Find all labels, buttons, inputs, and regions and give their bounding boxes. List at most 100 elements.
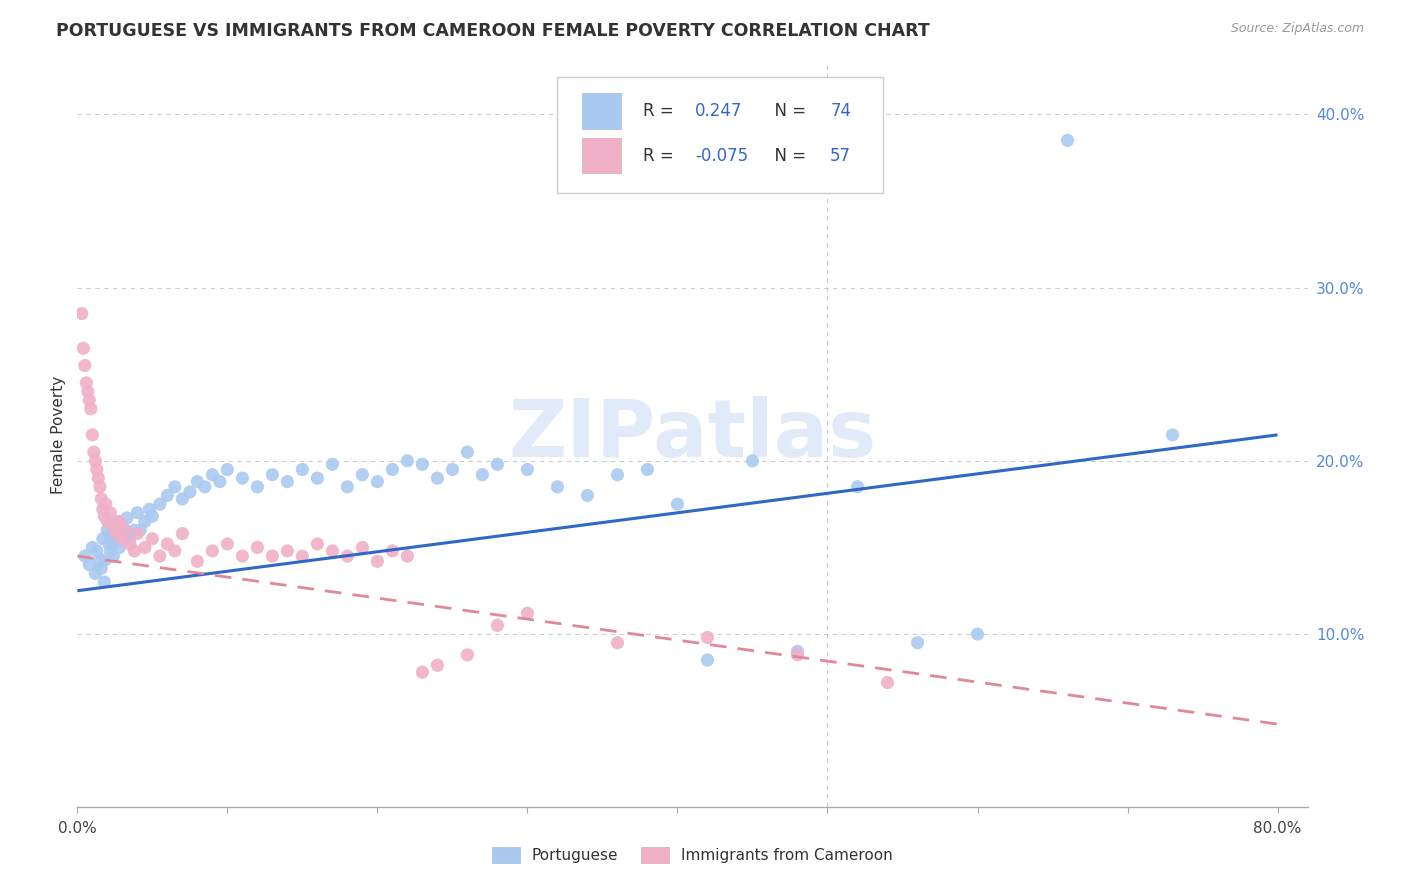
Bar <box>582 93 621 128</box>
Point <box>111 532 134 546</box>
Point <box>114 523 136 537</box>
Point <box>231 549 253 563</box>
Text: R =: R = <box>644 146 679 164</box>
Point <box>86 544 108 558</box>
Text: 74: 74 <box>831 102 851 120</box>
Point <box>98 532 121 546</box>
Text: Source: ZipAtlas.com: Source: ZipAtlas.com <box>1230 22 1364 36</box>
Point <box>107 515 129 529</box>
Point <box>84 566 107 581</box>
Point <box>291 549 314 563</box>
Bar <box>582 137 621 173</box>
Point <box>83 445 105 459</box>
Point <box>76 384 98 399</box>
Point <box>366 475 388 489</box>
Point <box>156 488 179 502</box>
Point <box>115 511 138 525</box>
Point <box>276 475 298 489</box>
Text: N =: N = <box>763 102 811 120</box>
Text: ZIPatlas: ZIPatlas <box>509 396 876 474</box>
Point <box>201 467 224 482</box>
Point <box>97 537 120 551</box>
Point <box>471 467 494 482</box>
Point <box>98 544 121 558</box>
Point <box>156 537 179 551</box>
Point <box>741 454 763 468</box>
Point <box>79 393 101 408</box>
Point <box>606 467 628 482</box>
Point <box>246 480 269 494</box>
Point <box>91 532 114 546</box>
Point <box>127 526 149 541</box>
Point <box>163 544 186 558</box>
Point <box>426 658 449 673</box>
Point <box>516 607 538 621</box>
Point <box>73 359 96 373</box>
Point <box>124 523 146 537</box>
Point <box>291 462 314 476</box>
Point <box>141 509 163 524</box>
Point <box>163 480 186 494</box>
Point <box>546 480 568 494</box>
Point <box>846 480 869 494</box>
Point <box>246 541 269 555</box>
Point <box>141 532 163 546</box>
Text: R =: R = <box>644 102 679 120</box>
Point <box>262 549 284 563</box>
Point <box>636 462 658 476</box>
Point <box>80 401 103 416</box>
Point <box>186 554 208 568</box>
Point <box>89 480 111 494</box>
Point <box>352 467 374 482</box>
Point <box>231 471 253 485</box>
Point <box>96 523 118 537</box>
Point <box>666 497 689 511</box>
Point <box>93 509 115 524</box>
Text: 0.247: 0.247 <box>695 102 742 120</box>
Point <box>94 497 117 511</box>
Point <box>172 526 194 541</box>
Point <box>576 488 599 502</box>
Point <box>82 428 104 442</box>
Point <box>786 648 808 662</box>
Point <box>89 554 111 568</box>
Point <box>696 631 718 645</box>
Point <box>103 549 125 563</box>
Point <box>396 454 419 468</box>
Point <box>118 532 141 546</box>
Point <box>90 561 112 575</box>
Point <box>352 541 374 555</box>
Point <box>441 462 464 476</box>
Text: PORTUGUESE VS IMMIGRANTS FROM CAMEROON FEMALE POVERTY CORRELATION CHART: PORTUGUESE VS IMMIGRANTS FROM CAMEROON F… <box>56 22 929 40</box>
Point <box>98 506 121 520</box>
Point <box>186 475 208 489</box>
Point <box>108 541 131 555</box>
Point <box>108 515 131 529</box>
Point <box>426 471 449 485</box>
Point <box>149 497 172 511</box>
Point <box>381 462 404 476</box>
Point <box>276 544 298 558</box>
Point <box>84 454 107 468</box>
Point <box>366 554 388 568</box>
Y-axis label: Female Poverty: Female Poverty <box>51 376 66 494</box>
Point <box>105 526 128 541</box>
Point <box>114 526 136 541</box>
Point <box>101 523 124 537</box>
Point <box>134 515 156 529</box>
Point <box>73 549 96 563</box>
Point <box>179 485 201 500</box>
Point <box>411 665 433 680</box>
Point <box>79 558 101 572</box>
Point <box>103 535 125 549</box>
Point <box>86 462 108 476</box>
Point <box>456 648 478 662</box>
Point <box>336 549 359 563</box>
Point <box>91 502 114 516</box>
Point <box>486 458 509 472</box>
Point <box>149 549 172 563</box>
Point <box>456 445 478 459</box>
Point <box>516 462 538 476</box>
Point <box>82 541 104 555</box>
Legend: Portuguese, Immigrants from Cameroon: Portuguese, Immigrants from Cameroon <box>492 847 893 863</box>
